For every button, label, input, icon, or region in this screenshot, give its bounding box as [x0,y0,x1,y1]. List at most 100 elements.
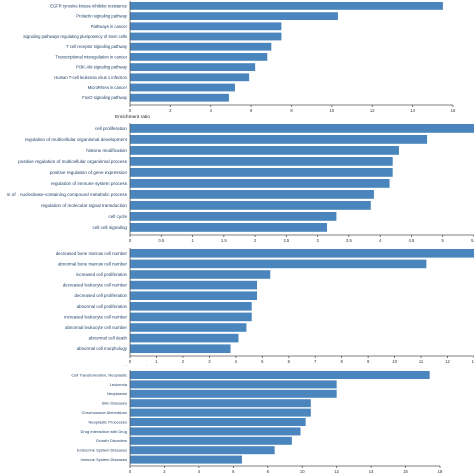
x-tick-label: 5 [442,238,445,243]
chart-svg-kegg: EGFR tyrosine kinase inhibitor resistanc… [23,1,456,118]
bar [130,389,337,398]
bar [130,190,374,199]
category-label: Prolactin signaling pathway [76,14,128,19]
x-tick-label: 10 [392,359,397,364]
category-label: Cell Transformation, Neoplastic [71,372,127,377]
category-label-prefix: m of [7,192,17,197]
x-tick-label: 13 [472,359,474,364]
x-tick-label: 7 [314,359,317,364]
category-label: MicroRNAs in cancer [88,85,128,90]
bar [130,53,268,61]
bar [130,399,311,408]
category-label: Leukemia [110,382,128,387]
bar [130,179,390,188]
x-tick-label: 6 [288,359,291,364]
category-label: regulation of immune system process [51,181,128,186]
bar [130,83,235,92]
category-label: EGFR tyrosine kinase inhibitor resistanc… [50,3,127,8]
x-tick-label: 3.5 [346,238,352,243]
category-label: histone modification [86,148,127,153]
x-tick-label: 2 [163,469,166,474]
x-tick-label: 14 [369,469,374,474]
bar [130,302,252,311]
x-tick-label: 0 [129,238,132,243]
category-label: abnormal bone marrow cell number [58,261,128,266]
bar [130,168,393,177]
bar [130,73,250,82]
bar [130,371,430,379]
bar [130,32,282,41]
chart-panel-disease: Cell Transformation, Neoplastic Leukemia N… [0,368,474,474]
bar [130,323,247,332]
chart-svg-phenotype: decreased bone marrow cell number abnorma… [56,248,474,366]
x-tick-label: 10 [300,469,305,474]
category-label: Pathways in cancer [91,24,128,29]
chart-panel-go: cell proliferation regulation of multicel… [0,120,474,244]
category-label: abnormal cell proliferation [77,304,128,309]
category-label: Skin Diseases [102,401,127,406]
category-label: cell cycle [108,214,127,219]
x-axis-title: Enrichment ratio [115,365,150,366]
bar [130,201,371,210]
category-label: cell proliferation [95,126,128,131]
bar [130,408,311,417]
category-label: Neoplastic Processes [89,419,127,424]
x-tick-label: 12 [445,359,450,364]
category-label: regulation of molecular signal transduct… [41,203,127,208]
x-tick-label: 18 [438,469,443,474]
bar [130,312,252,322]
bar [130,344,231,353]
category-label: Human T-cell leukemia virus 1 infection [54,75,127,80]
category-label: Chromosome Aberrations [82,410,127,415]
bar [130,12,338,20]
category-label: positive regulation of gene expression [50,170,128,175]
chart-panel-phenotype: decreased bone marrow cell number abnorma… [0,246,474,366]
x-tick-label: 5 [261,359,264,364]
x-tick-label: 8 [267,469,270,474]
x-tick-label: 0 [129,108,132,113]
bar [130,380,337,389]
category-label: abnormal leukocyte cell number [65,325,128,330]
bar [130,63,256,71]
category-label: decreased leukocyte cell number [63,283,128,288]
x-tick-label: 16 [403,469,408,474]
chart-svg-disease: Cell Transformation, Neoplastic Leukemia N… [71,370,443,474]
x-tick-label: 10 [330,108,335,113]
category-label: Transcriptional misregulation in cancer [55,54,127,59]
bar [130,22,282,31]
x-tick-label: 1.5 [221,238,227,243]
x-axis-title: Enrichment ratio [115,114,150,118]
bar [130,249,474,258]
x-tick-label: 11 [419,359,424,364]
x-tick-label: 4 [235,359,238,364]
x-tick-label: 0.5 [158,238,164,243]
bar [130,135,428,144]
x-tick-label: 3 [316,238,319,243]
chart-svg-go: cell proliferation regulation of multicel… [7,123,474,244]
category-label: decreased bone marrow cell number [56,251,128,256]
x-tick-label: 2 [254,238,257,243]
bar [130,223,328,232]
x-tick-label: 1 [155,359,158,364]
bar [130,427,301,436]
bar [130,2,443,10]
category-label: Endocrine System Diseases [77,448,127,453]
bar [130,146,399,155]
category-label: nucleobase-containing compound metabolic… [20,192,128,197]
category-label: abnormal cell death [89,336,128,341]
bar [130,259,427,269]
bar [130,291,258,300]
category-label: Drug Interaction with Drug [81,429,127,434]
chart-panel-kegg: EGFR tyrosine kinase inhibitor resistanc… [0,0,474,118]
category-label: regulation of multicellular organismal d… [25,137,128,142]
bar [130,157,393,166]
bar [130,280,258,290]
bar [130,436,292,445]
x-tick-label: 2 [182,359,185,364]
x-tick-label: 1 [191,238,194,243]
x-tick-label: 4 [379,238,382,243]
category-label: abnormal cell morphology [77,346,128,351]
bar [130,418,306,426]
category-label: increased leukocyte cell number [64,314,127,319]
x-tick-label: 5.5 [471,238,474,243]
